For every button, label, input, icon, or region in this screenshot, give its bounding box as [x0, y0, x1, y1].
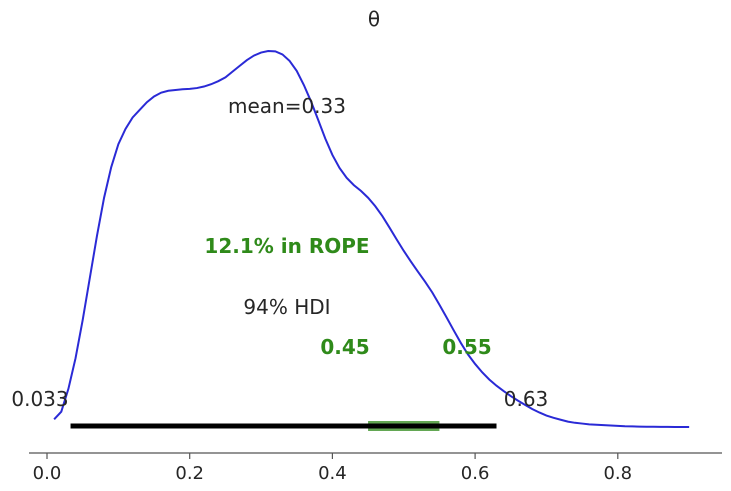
- x-tick-label: 0.0: [33, 463, 62, 484]
- rope-percentage-label: 12.1% in ROPE: [204, 234, 369, 258]
- hdi-label: 94% HDI: [243, 295, 330, 319]
- x-tick-label: 0.8: [603, 463, 632, 484]
- x-tick-label: 0.6: [461, 463, 490, 484]
- hdi-low-label: 0.033: [11, 387, 68, 411]
- density-curve: [53, 49, 690, 428]
- chart-title: θ: [368, 7, 380, 31]
- hdi-high-label: 0.63: [504, 387, 549, 411]
- x-axis-ticks: 0.0 0.2 0.4 0.6 0.8: [33, 453, 632, 484]
- x-tick-label: 0.4: [318, 463, 347, 484]
- rope-low-label: 0.45: [320, 335, 369, 359]
- mean-label: mean=0.33: [228, 94, 346, 118]
- rope-high-label: 0.55: [442, 335, 491, 359]
- x-tick-label: 0.2: [175, 463, 204, 484]
